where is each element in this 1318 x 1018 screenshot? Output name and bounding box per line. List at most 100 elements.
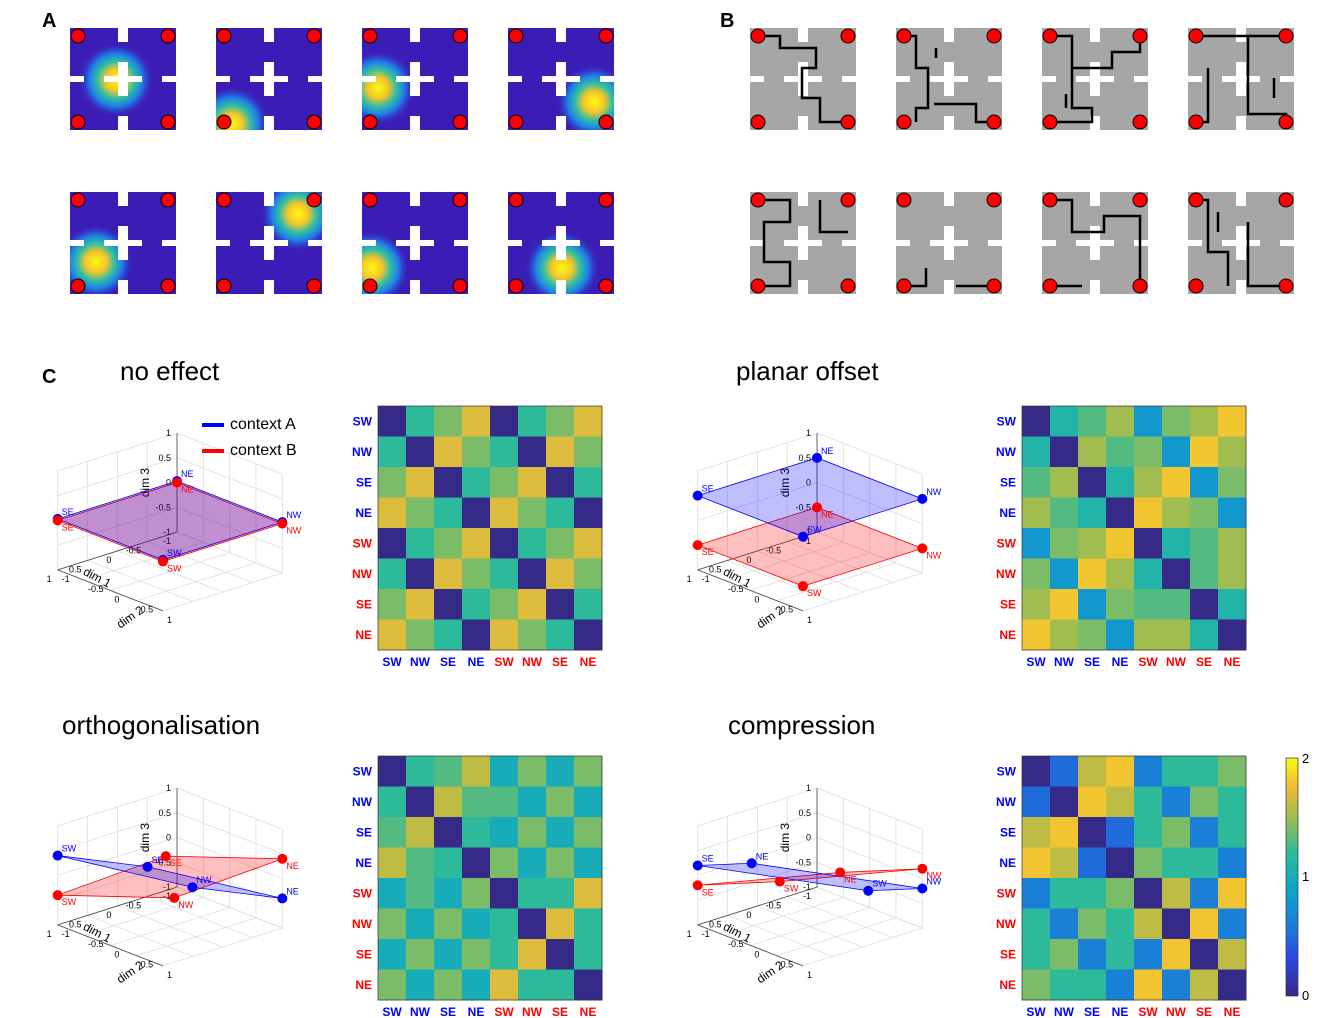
legend-label-b: context B [230, 442, 297, 459]
heatmap-cell [1162, 436, 1191, 468]
column-label: SE [440, 1005, 456, 1018]
heatmap-cell [1022, 467, 1051, 498]
heatmap-cell [1022, 969, 1051, 1001]
heatmap-cell [1218, 847, 1247, 879]
heatmap-cell [1078, 497, 1107, 529]
heatmap-cell [1134, 878, 1163, 909]
heatmap-cell [1106, 436, 1135, 468]
heatmap-cell [546, 908, 575, 940]
tick-label-dim3: 0 [806, 478, 811, 488]
heatmap-cell [1218, 436, 1247, 468]
maze-corridor [1260, 74, 1280, 84]
row-label: NW [996, 567, 1017, 581]
heatmap-cell [1162, 467, 1191, 498]
heatmap-cell [378, 497, 407, 529]
tick-label-dim3: -1 [803, 882, 811, 892]
heatmap-cell [1106, 939, 1135, 970]
goal-marker [1132, 114, 1148, 130]
tick-label-dim3: 0 [166, 478, 171, 488]
heatmap-cell [518, 619, 547, 651]
row-label: SW [997, 886, 1017, 900]
maze-corridor [796, 206, 810, 226]
tick-label-dim2: -1 [62, 574, 70, 584]
heatmap-cell [574, 558, 603, 590]
tick-label-dim1: -1 [803, 536, 811, 546]
heatmap-cell [1218, 619, 1247, 651]
heatmap-cell [1078, 528, 1107, 559]
heatmap-cell [462, 908, 491, 940]
tick-label-dim3: -0.5 [796, 502, 812, 512]
heatmap-cell [406, 847, 435, 879]
heatmap-cell [434, 497, 463, 529]
heatmap-cell [1134, 756, 1163, 787]
heatmap-cell [406, 969, 435, 1001]
grid-line [87, 560, 193, 602]
maze-corridor [968, 238, 988, 248]
maze-heatmap [216, 192, 322, 294]
heatmap-cell [546, 939, 575, 970]
tick-label-dim2: 0.5 [141, 605, 154, 615]
goal-marker [508, 114, 524, 130]
heatmap-cell [1106, 589, 1135, 620]
row-label: NE [999, 856, 1016, 870]
heatmap-cell [1218, 786, 1247, 818]
maze-corridor [796, 42, 810, 62]
grid-line [697, 787, 818, 827]
heatmap-cell [574, 939, 603, 970]
maze-heatmap [508, 192, 614, 294]
heatmap-cell [1190, 908, 1219, 940]
tick-label-dim1: 0.5 [69, 919, 82, 929]
heatmap-cell [434, 908, 463, 940]
heatmap-cell [378, 969, 407, 1001]
grid-line [176, 837, 283, 879]
heatmap-cell [462, 497, 491, 529]
maze-corridor [796, 260, 810, 280]
column-label: SE [1196, 1005, 1212, 1018]
heatmap-cell [1078, 558, 1107, 590]
heatmap-cell [518, 558, 547, 590]
column-label: NE [468, 655, 485, 669]
grid-line [727, 560, 833, 602]
heatmap-cell [406, 497, 435, 529]
tick-label-dim3: -1 [163, 527, 171, 537]
heatmap-cell [462, 756, 491, 787]
heatmap-cell [1190, 436, 1219, 468]
heatmap-cell [378, 817, 407, 848]
maze-corridor [1088, 206, 1102, 226]
tick-label-dim2: 0 [114, 949, 119, 959]
colorbar: 0 1 2 [1285, 751, 1309, 1003]
grid-line [750, 907, 870, 946]
tick-label-dim1: 0.5 [709, 919, 722, 929]
heatmap-cell [378, 878, 407, 909]
point-a-ne [277, 893, 288, 904]
heatmap-cell [1162, 939, 1191, 970]
heatmap-cell [1106, 756, 1135, 787]
panel-label-c: C [42, 366, 57, 388]
grid-line [776, 917, 897, 957]
point-a-nw [917, 883, 928, 894]
maze-heatmap [362, 28, 468, 130]
heatmap-cell [1218, 589, 1247, 620]
trajectory-line [1196, 34, 1288, 124]
heatmap-cell [546, 497, 575, 529]
point-a-se [692, 490, 703, 501]
heatmap-cell [1162, 558, 1191, 590]
row-label: NW [996, 795, 1017, 809]
heatmap-cell [1050, 467, 1079, 498]
column-label: SW [494, 655, 514, 669]
heatmap-cell [1050, 619, 1079, 651]
heatmap-cell [574, 436, 603, 468]
heatmap-cell [434, 467, 463, 498]
heatmap-cell [1134, 619, 1163, 651]
goal-marker [160, 114, 176, 130]
heatmap-cell [1106, 619, 1135, 651]
column-label: NE [1112, 655, 1129, 669]
heatmap-cell [462, 436, 491, 468]
heatmap-cell [1190, 786, 1219, 818]
row-label: NW [352, 917, 373, 931]
tick-label-dim1: 1 [47, 574, 52, 584]
point-a-ne [746, 858, 757, 869]
goal-marker [896, 28, 912, 44]
column-label: SW [1138, 655, 1158, 669]
